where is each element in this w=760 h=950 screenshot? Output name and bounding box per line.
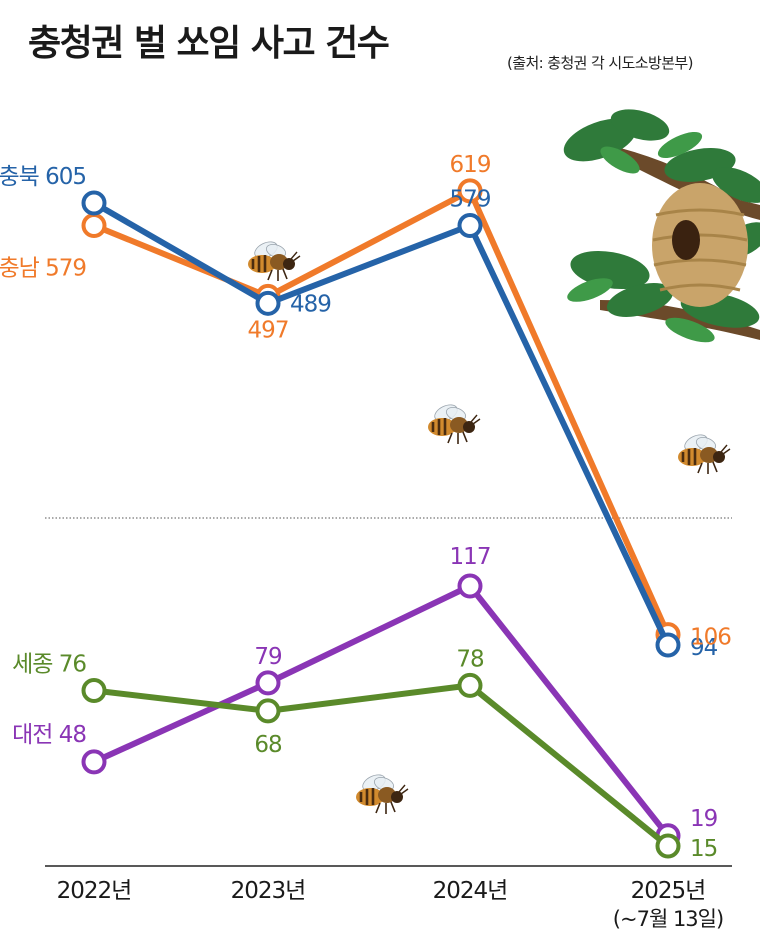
data-label: 78 [456,646,484,672]
data-point [255,290,281,316]
series-line-대전 [92,583,671,838]
data-point [255,698,281,724]
series-line-세종 [93,682,670,849]
data-label: 94 [690,635,718,661]
chart-title: 충청권 벌 쏘임 사고 건수 [28,23,390,64]
x-tick-label: 2025년 [631,878,706,904]
data-label: 79 [254,644,282,670]
data-label: 세종 76 [12,652,86,678]
data-point [457,212,483,238]
x-tick-label: 2023년 [231,878,306,904]
data-point [255,670,281,696]
x-tick-label-note: (~7월 13일) [613,907,723,931]
data-label: 19 [690,806,718,832]
data-point [81,190,107,216]
data-point [81,749,107,775]
x-tick-label: 2022년 [57,878,132,904]
data-point [457,573,483,599]
data-label: 106 [690,625,731,651]
beehive-icon [652,183,748,307]
x-tick-label: 2024년 [433,878,508,904]
data-point [81,212,107,238]
data-label: 충북 605 [0,164,86,190]
source-note: (출처: 충청권 각 시도소방본부) [507,54,693,72]
data-point [655,833,681,859]
data-label: 579 [450,186,491,212]
data-label: 117 [450,544,491,570]
series-line-충남 [92,187,671,636]
data-point [81,678,107,704]
data-label: 619 [450,152,491,178]
data-point [457,672,483,698]
bee-icon [426,400,482,446]
data-label: 68 [254,732,282,758]
bee-icon [246,237,302,283]
bee-icon [354,770,410,816]
data-label: 489 [290,291,331,317]
data-label: 충남 579 [0,255,86,281]
series-line-충북 [92,200,671,647]
data-point [655,632,681,658]
data-point [457,178,483,204]
data-label: 대전 48 [12,722,86,748]
data-label: 15 [690,836,717,862]
bee-icon [676,430,732,476]
data-label: 497 [248,317,289,343]
